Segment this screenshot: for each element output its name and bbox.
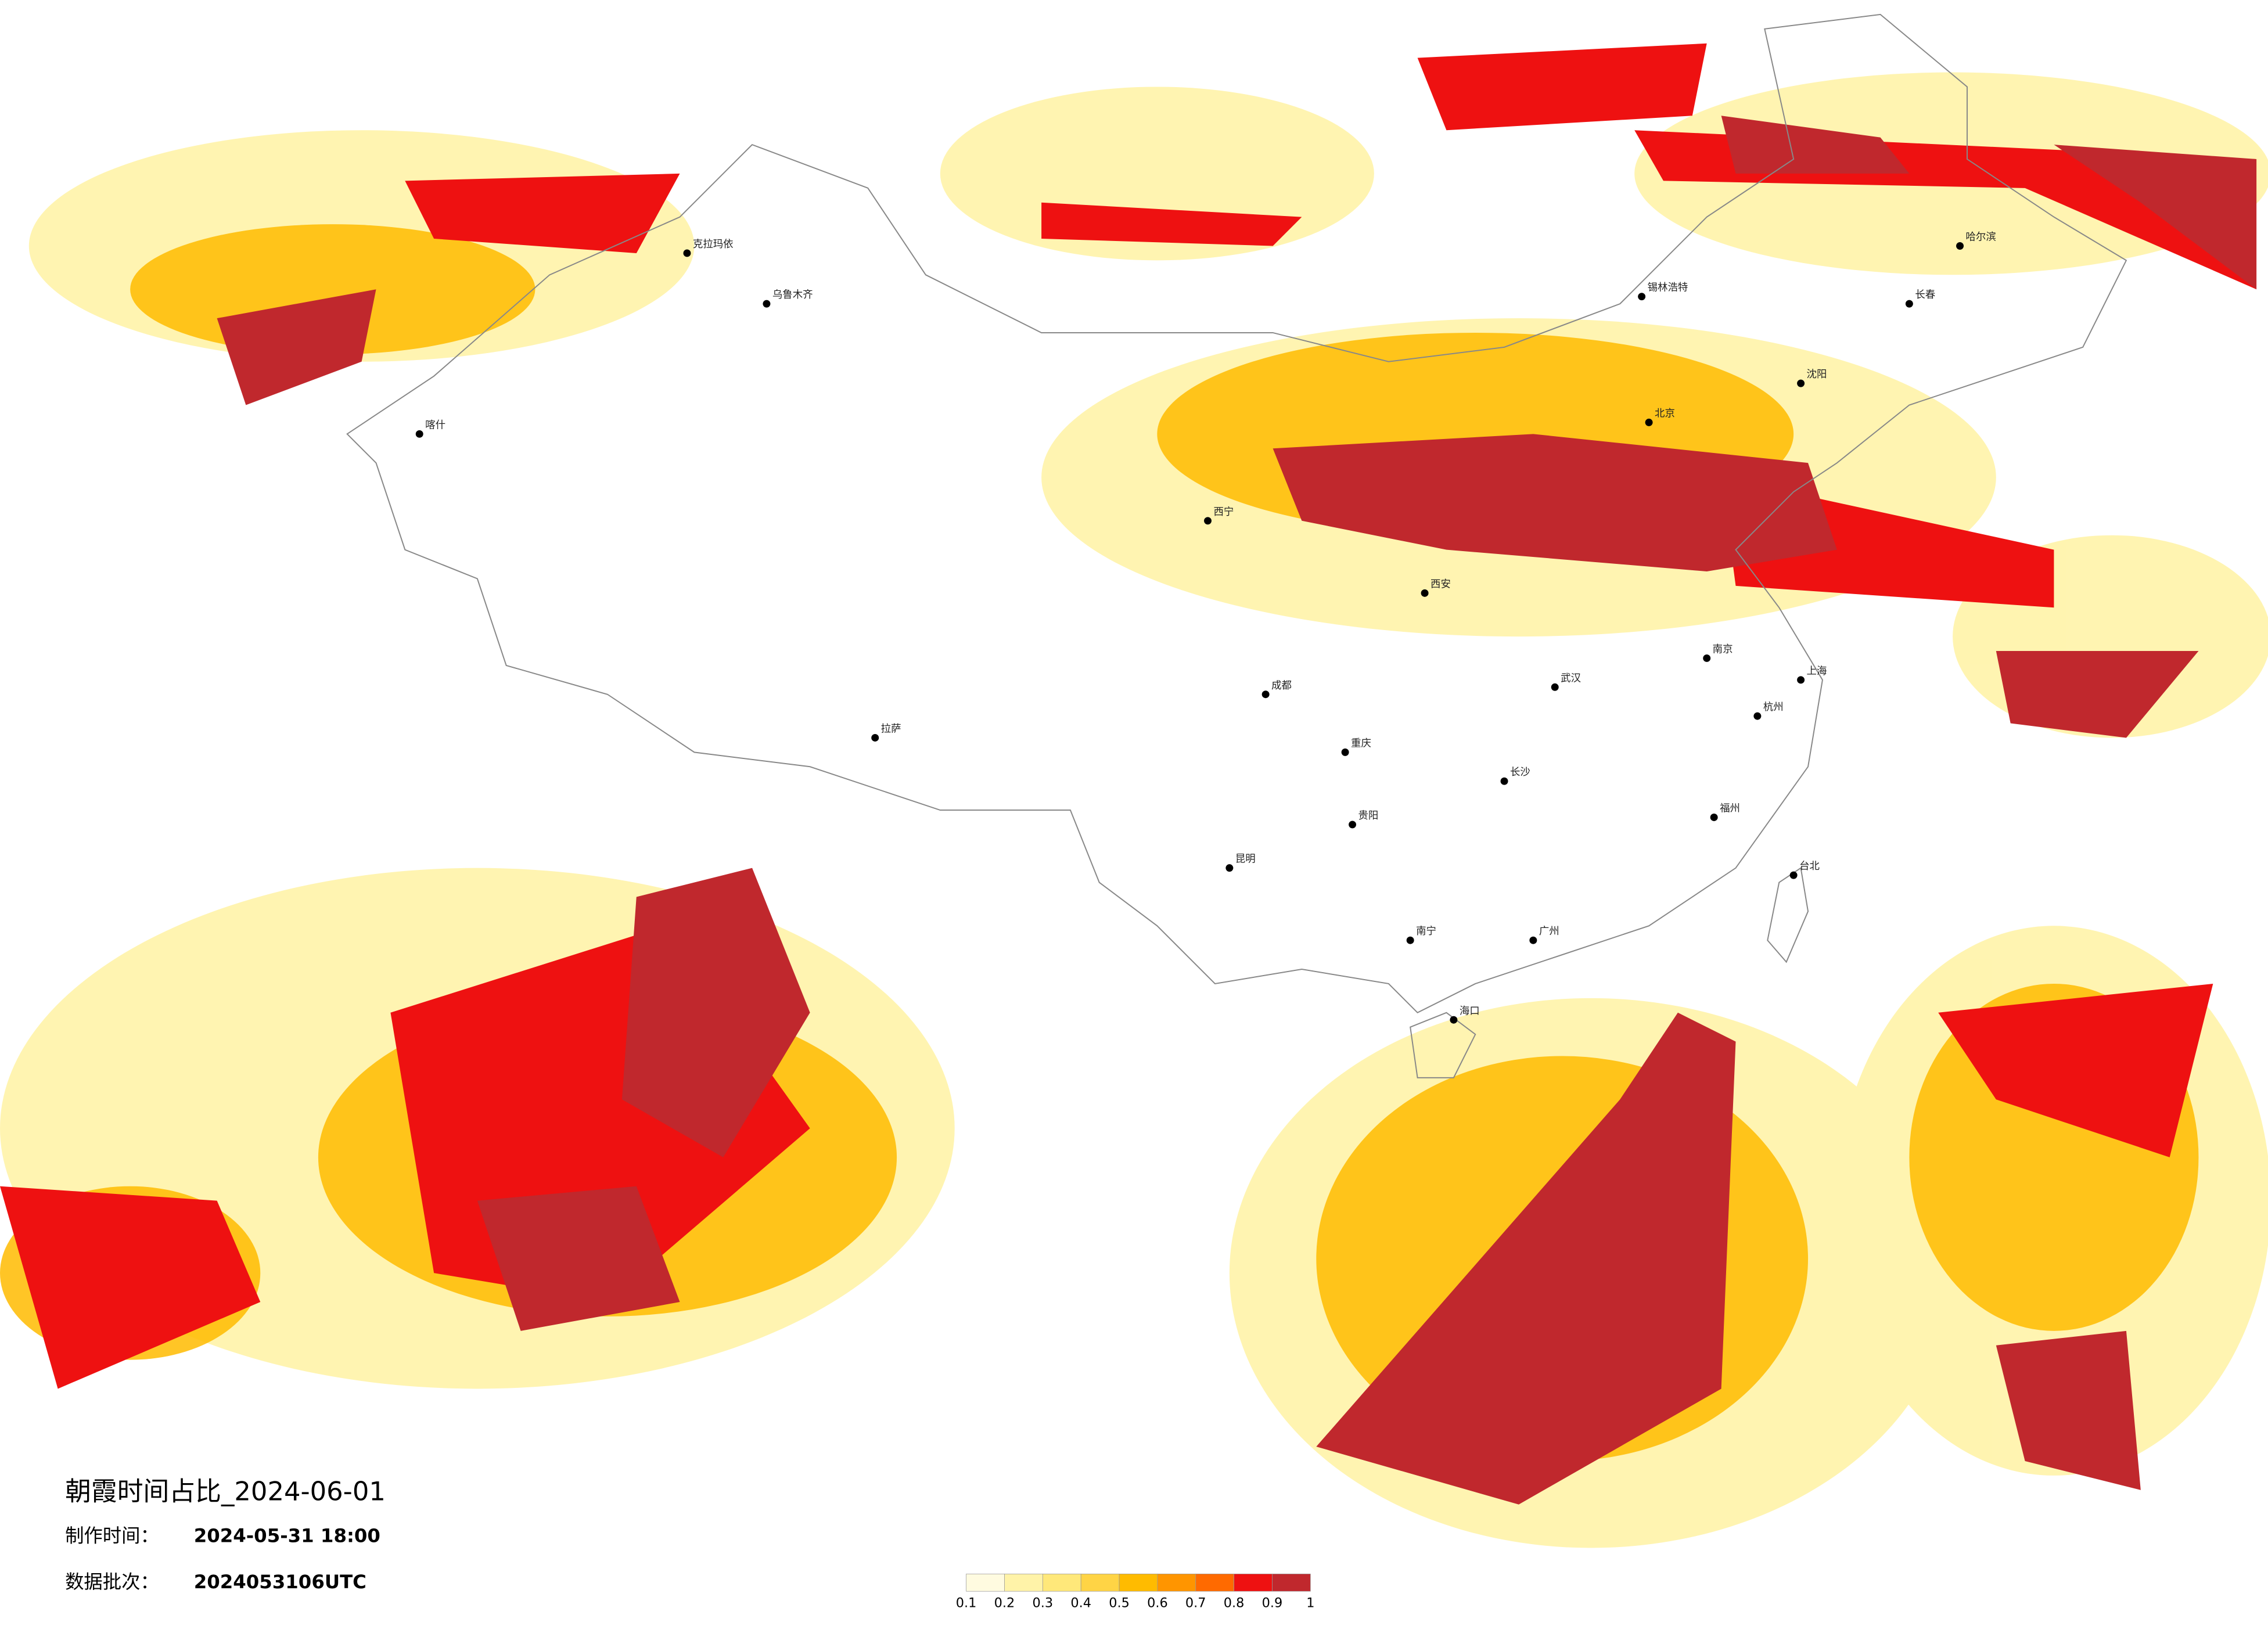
legend-swatch [1080, 1573, 1120, 1592]
city-dot [1905, 300, 1913, 308]
city-label: 长春 [1915, 289, 1935, 301]
city-label: 南宁 [1416, 926, 1436, 937]
legend-tick-label: 1 [1306, 1596, 1314, 1611]
city-dot [1500, 777, 1508, 785]
legend-tick-label: 0.6 [1147, 1596, 1168, 1611]
city-label: 西安 [1430, 578, 1451, 590]
city-label: 贵阳 [1358, 810, 1379, 822]
legend-tick-label: 0.8 [1224, 1596, 1245, 1611]
city-label: 西宁 [1213, 506, 1234, 518]
city-label: 克拉玛依 [693, 239, 734, 250]
made-time: 2024-05-31 18:00 [194, 1525, 380, 1547]
city-dot [1645, 418, 1653, 426]
legend-tick-label: 0.1 [956, 1596, 977, 1611]
city-label: 锡林浩特 [1648, 282, 1688, 294]
city-dot [1551, 683, 1559, 691]
city-dot [1225, 864, 1234, 872]
city-label: 北京 [1655, 408, 1675, 419]
city-label: 喀什 [425, 419, 445, 431]
city-dot [1956, 242, 1964, 250]
country-outline [346, 13, 2127, 1078]
city-dot [1753, 712, 1762, 720]
city-dot [1638, 293, 1646, 301]
city-label: 台北 [1799, 861, 1820, 872]
batch-label: 数据批次： [65, 1571, 159, 1593]
legend-tick-label: 0.3 [1033, 1596, 1054, 1611]
legend-swatch [1042, 1573, 1081, 1592]
legend-swatch [1234, 1573, 1273, 1592]
map-title: 朝霞时间占比_2024-06-01 [65, 1476, 386, 1506]
legend-tick-label: 0.7 [1185, 1596, 1206, 1611]
city-dot [1703, 654, 1711, 662]
city-label: 福州 [1720, 803, 1740, 815]
city-dot [1450, 1016, 1458, 1024]
city-dot [871, 733, 879, 742]
heat-layer [0, 43, 2268, 1548]
city-dot [1797, 379, 1805, 387]
city-dot [1710, 813, 1718, 821]
city-label: 海口 [1460, 1005, 1480, 1017]
legend-swatch [966, 1573, 1005, 1592]
batch: 2024053106UTC [194, 1571, 366, 1593]
city-label: 上海 [1807, 665, 1827, 677]
city-dot [1406, 936, 1414, 944]
city-label: 武汉 [1561, 672, 1581, 684]
legend-tick-label: 0.9 [1262, 1596, 1283, 1611]
city-dot [1421, 589, 1429, 597]
city-dot [1261, 690, 1270, 699]
legend-swatch [1119, 1573, 1158, 1592]
city-dot [1341, 748, 1349, 756]
legend-tick-label: 0.4 [1070, 1596, 1091, 1611]
city-label: 南京 [1713, 643, 1733, 655]
legend-swatch [1195, 1573, 1234, 1592]
city-dot [1529, 936, 1537, 944]
city-label: 长沙 [1510, 767, 1530, 778]
legend-tick-label: 0.2 [994, 1596, 1015, 1611]
city-dot [1349, 821, 1357, 829]
city-dot [1204, 517, 1212, 525]
city-label: 杭州 [1763, 702, 1784, 713]
city-dot [1789, 871, 1798, 879]
city-dot [683, 249, 691, 257]
legend-tick-label: 0.5 [1109, 1596, 1130, 1611]
city-label: 昆明 [1235, 854, 1256, 865]
city-label: 重庆 [1351, 738, 1371, 749]
legend-swatch [1272, 1573, 1311, 1592]
legend-swatch [1004, 1573, 1043, 1592]
city-dot [763, 300, 771, 308]
city-label: 哈尔滨 [1965, 232, 1996, 243]
legend: 0.1 0.2 0.3 0.4 0.5 0.6 0.7 0.8 0.9 1 [956, 1573, 1314, 1611]
city-label: 乌鲁木齐 [772, 289, 813, 301]
legend-swatch [1157, 1573, 1196, 1592]
made-time-label: 制作时间： [65, 1525, 159, 1547]
city-label: 沈阳 [1807, 369, 1827, 380]
city-dot [415, 430, 423, 438]
city-label: 广州 [1539, 926, 1559, 937]
city-label: 拉萨 [881, 723, 901, 735]
city-label: 成都 [1271, 680, 1292, 692]
city-dot [1797, 676, 1805, 684]
